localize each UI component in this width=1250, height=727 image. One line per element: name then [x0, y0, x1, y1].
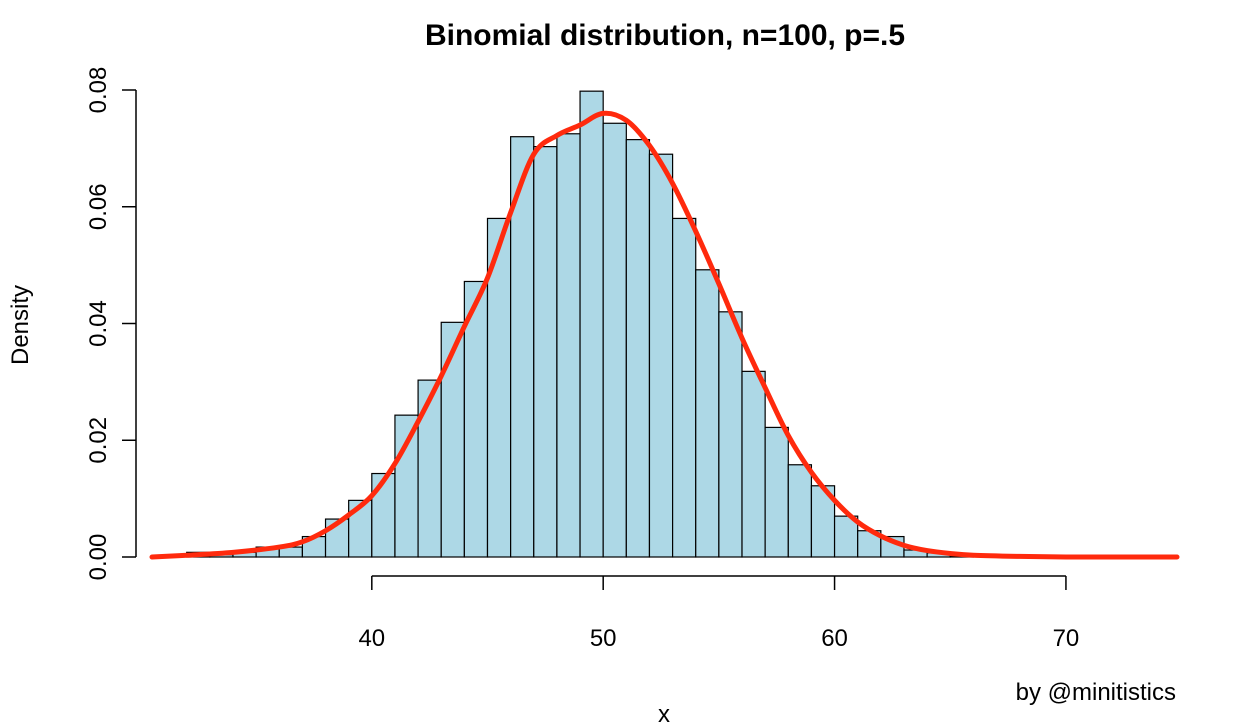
histogram-bar [671, 217, 697, 558]
y-axis-label: Density [7, 285, 34, 365]
histogram-bar [648, 153, 674, 558]
histogram-bar [579, 90, 604, 558]
histogram-bars [186, 90, 974, 558]
histogram-bar [764, 426, 789, 558]
x-tick-label: 50 [590, 625, 617, 652]
y-axis: 0.00 0.02 0.04 0.06 0.08 [85, 67, 137, 581]
histogram-bar [440, 321, 465, 558]
histogram-bar [625, 139, 651, 558]
y-tick-label: 0.00 [85, 534, 112, 581]
chart-title: Binomial distribution, n=100, p=.5 [425, 19, 905, 52]
x-tick-label: 40 [358, 625, 385, 652]
histogram-bar [695, 269, 720, 558]
y-tick-label: 0.06 [85, 183, 112, 230]
credit-text: by @minitistics [1016, 679, 1176, 706]
y-tick-label: 0.02 [85, 417, 112, 464]
histogram-bar [556, 133, 581, 558]
density-curve [149, 110, 1180, 560]
histogram-bar [533, 146, 558, 558]
y-tick-label: 0.04 [85, 300, 112, 347]
histogram-bar [787, 464, 813, 558]
histogram-bar [371, 472, 396, 558]
x-tick-label: 60 [821, 625, 848, 652]
histogram-bar [602, 122, 627, 558]
x-axis: 40 50 60 70 [358, 575, 1080, 652]
histogram-bar [741, 370, 766, 558]
histogram-bar [718, 311, 743, 558]
y-tick-label: 0.08 [85, 67, 112, 114]
x-tick-label: 70 [1053, 625, 1080, 652]
histogram-bar [394, 414, 419, 558]
histogram-bar [417, 379, 442, 558]
x-axis-label: x [658, 701, 670, 727]
